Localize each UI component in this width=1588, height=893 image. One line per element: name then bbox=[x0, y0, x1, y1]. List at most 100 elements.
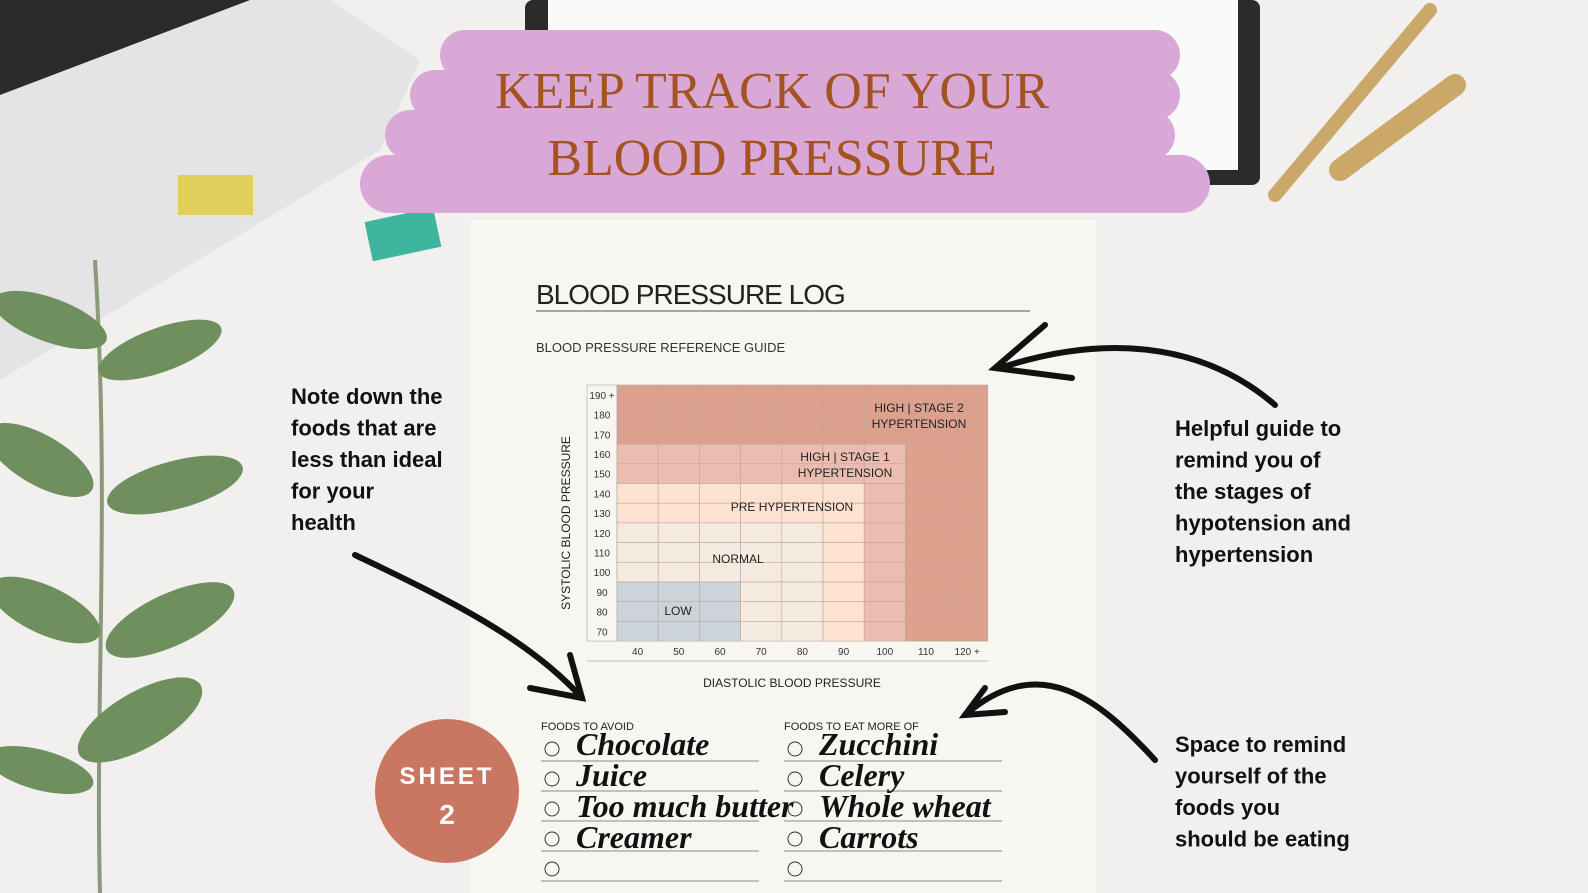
grid-cell bbox=[781, 621, 824, 642]
note-text: for your bbox=[291, 479, 375, 504]
checkbox bbox=[787, 801, 803, 817]
grid-cell bbox=[863, 621, 906, 642]
note-text: foods that are bbox=[291, 416, 436, 441]
grid-cell bbox=[657, 581, 700, 603]
note-text: the stages of bbox=[1175, 479, 1311, 504]
y-tick-label: 90 bbox=[596, 588, 608, 599]
x-tick-label: 110 bbox=[918, 647, 934, 658]
note-text: hypertension bbox=[1175, 542, 1313, 567]
grid-cell bbox=[657, 561, 700, 583]
zone-label: HYPERTENSION bbox=[872, 417, 966, 431]
note-text: remind you of bbox=[1175, 448, 1321, 473]
checkbox bbox=[544, 741, 560, 757]
handwritten-item: Chocolate bbox=[576, 726, 709, 762]
x-tick-label: 70 bbox=[756, 647, 768, 658]
grid-cell bbox=[946, 581, 989, 603]
y-tick-label: 190 + bbox=[589, 391, 614, 402]
grid-cell bbox=[740, 522, 783, 543]
grid-cell bbox=[863, 502, 906, 524]
plant-stem bbox=[93, 259, 104, 893]
grid-cell bbox=[822, 404, 865, 425]
grid-cell bbox=[657, 522, 700, 543]
x-tick-label: 80 bbox=[797, 647, 809, 658]
grid-cell bbox=[740, 424, 783, 445]
grid-cell bbox=[657, 502, 700, 524]
grid-cell bbox=[740, 601, 783, 622]
grid-cell bbox=[946, 621, 989, 642]
x-tick-label: 50 bbox=[673, 647, 685, 658]
grid-cell bbox=[863, 522, 906, 543]
grid-cell bbox=[616, 502, 659, 524]
checkbox bbox=[787, 741, 803, 757]
x-tick-label: 100 bbox=[876, 647, 893, 658]
list-title: FOODS TO EAT MORE OF bbox=[784, 721, 919, 733]
grid-cell bbox=[616, 443, 659, 465]
handwritten-item: Juice bbox=[575, 757, 647, 793]
grid-cell bbox=[863, 542, 906, 563]
y-axis-label: SYSTOLIC BLOOD PRESSURE bbox=[559, 436, 573, 610]
grid-cell bbox=[822, 522, 865, 543]
y-tick-label: 160 bbox=[594, 450, 611, 461]
grid-cell bbox=[781, 522, 824, 543]
note-text: hypotension and bbox=[1175, 511, 1351, 536]
handwritten-item: Zucchini bbox=[818, 726, 938, 762]
grid-cell bbox=[905, 463, 947, 484]
note-text: less than ideal bbox=[291, 447, 443, 472]
y-tick-label: 70 bbox=[596, 627, 608, 638]
grid-cell bbox=[616, 424, 659, 445]
checkbox bbox=[544, 861, 560, 877]
grid-cell bbox=[946, 522, 989, 543]
zone-label: NORMAL bbox=[712, 552, 764, 566]
grid-cell bbox=[616, 621, 659, 642]
x-tick-label: 60 bbox=[714, 647, 726, 658]
note-text: should be eating bbox=[1175, 827, 1350, 852]
note-text: Note down the bbox=[291, 384, 443, 409]
checkbox bbox=[787, 771, 803, 787]
sheet-title: BLOOD PRESSURE LOG bbox=[536, 279, 845, 310]
grid-cell bbox=[699, 522, 741, 543]
grid-cell bbox=[699, 581, 741, 603]
zone-label: LOW bbox=[664, 604, 692, 618]
grid-cell bbox=[822, 621, 865, 642]
grid-cell bbox=[781, 601, 824, 622]
reference-guide: 190 + 180 170 160 150 140 130 120 110 100 90 80 70 40… bbox=[559, 384, 989, 690]
grid-cell bbox=[905, 443, 947, 465]
brush-banner bbox=[360, 30, 1210, 213]
grid-cell bbox=[616, 384, 659, 406]
grid-cell bbox=[863, 601, 906, 622]
zone-label: HYPERTENSION bbox=[798, 466, 892, 480]
grid-cell bbox=[946, 483, 989, 504]
handwritten-item: Whole wheat bbox=[819, 788, 992, 824]
sheet-subtitle: BLOOD PRESSURE REFERENCE GUIDE bbox=[536, 340, 786, 355]
grid-cell bbox=[905, 542, 947, 563]
grid-cell bbox=[699, 424, 741, 445]
grid-cell bbox=[699, 443, 741, 465]
leaves bbox=[0, 290, 243, 794]
grid-cell bbox=[616, 522, 659, 543]
grid-cell bbox=[781, 542, 824, 563]
grid-cell bbox=[822, 561, 865, 583]
grid-cell bbox=[616, 463, 659, 484]
note-text: foods you bbox=[1175, 795, 1280, 820]
arrows bbox=[352, 322, 1278, 763]
grid-cell bbox=[657, 404, 700, 425]
grid-cell bbox=[863, 581, 906, 603]
handwritten-item: Celery bbox=[819, 757, 905, 793]
checkbox bbox=[544, 801, 560, 817]
grid-cell bbox=[946, 542, 989, 563]
handwritten-item: Carrots bbox=[819, 819, 919, 855]
x-tick-label: 120 + bbox=[955, 647, 980, 658]
y-tick-label: 120 bbox=[594, 529, 611, 540]
checkbox bbox=[544, 831, 560, 847]
y-tick-label: 150 bbox=[594, 470, 611, 481]
zone-label: HIGH | STAGE 2 bbox=[874, 401, 964, 415]
grid-cell bbox=[616, 404, 659, 425]
grid-cell bbox=[822, 581, 865, 603]
grid-cell bbox=[946, 601, 989, 622]
grid-cell bbox=[781, 384, 824, 406]
checkbox bbox=[787, 861, 803, 877]
binder-clip bbox=[178, 175, 253, 215]
grid-cell bbox=[740, 463, 783, 484]
